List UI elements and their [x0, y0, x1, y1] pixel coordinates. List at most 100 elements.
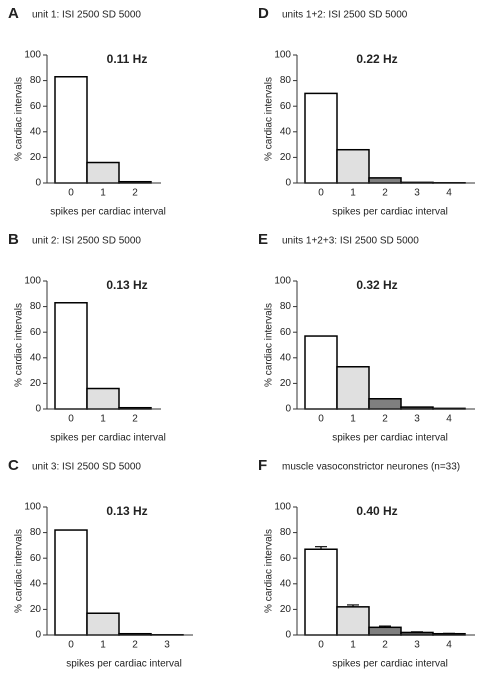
y-tick-label: 100	[274, 502, 291, 513]
bar	[368, 398, 402, 410]
y-tick-label: 0	[35, 178, 41, 189]
error-bar	[315, 546, 327, 550]
x-axis-label: spikes per cardiac interval	[50, 207, 166, 218]
x-tick-label: 1	[350, 414, 356, 425]
x-tick-label: 0	[318, 414, 324, 425]
bar	[54, 529, 88, 636]
x-tick-label: 3	[414, 640, 420, 651]
x-tick-label: 4	[446, 640, 452, 651]
y-tick-label: 80	[30, 527, 42, 538]
x-tick-label: 1	[100, 640, 106, 651]
y-tick-label: 40	[280, 578, 292, 589]
bar	[368, 626, 402, 636]
y-tick-label: 40	[30, 352, 42, 363]
annotation: 0.11 Hz	[107, 52, 148, 66]
x-tick-label: 2	[132, 640, 138, 651]
panel-title: muscle vasoconstrictor neurones (n=33)	[282, 462, 460, 473]
x-tick-label: 4	[446, 414, 452, 425]
y-tick-label: 0	[285, 404, 291, 415]
y-tick-label: 0	[35, 630, 41, 641]
y-tick-label: 100	[274, 276, 291, 287]
bar	[54, 302, 88, 410]
x-axis-label: spikes per cardiac interval	[332, 433, 448, 444]
y-axis-label: % cardiac intervals	[264, 77, 275, 161]
y-tick-label: 20	[280, 152, 292, 163]
bar	[304, 92, 338, 184]
panel-letter: B	[8, 231, 19, 248]
panel-title: units 1+2+3: ISI 2500 SD 5000	[282, 236, 419, 247]
y-tick-label: 20	[30, 604, 42, 615]
x-tick-label: 2	[382, 640, 388, 651]
panel-letter: D	[258, 5, 269, 22]
annotation: 0.13 Hz	[106, 504, 147, 518]
y-tick-label: 0	[285, 178, 291, 189]
panel-title: unit 3: ISI 2500 SD 5000	[32, 462, 141, 473]
bar	[336, 148, 370, 184]
x-tick-label: 3	[414, 414, 420, 425]
bar	[304, 335, 338, 410]
y-axis-label: % cardiac intervals	[264, 529, 275, 613]
annotation: 0.22 Hz	[356, 52, 397, 66]
x-tick-label: 4	[446, 188, 452, 199]
y-tick-label: 60	[280, 553, 292, 564]
x-tick-label: 1	[100, 414, 106, 425]
x-tick-label: 0	[318, 640, 324, 651]
panel-letter: E	[258, 231, 268, 248]
bar	[86, 612, 120, 636]
annotation: 0.40 Hz	[356, 504, 397, 518]
error-bar	[347, 604, 359, 607]
y-tick-label: 20	[280, 604, 292, 615]
y-axis-label: % cardiac intervals	[264, 303, 275, 387]
x-axis-label: spikes per cardiac interval	[332, 207, 448, 218]
y-tick-label: 20	[30, 152, 42, 163]
y-tick-label: 60	[280, 327, 292, 338]
x-tick-label: 1	[350, 640, 356, 651]
y-axis-label: % cardiac intervals	[14, 77, 25, 161]
y-tick-label: 40	[30, 578, 42, 589]
y-axis-label: % cardiac intervals	[14, 303, 25, 387]
y-tick-label: 20	[280, 378, 292, 389]
annotation: 0.32 Hz	[356, 278, 397, 292]
y-tick-label: 20	[30, 378, 42, 389]
y-tick-label: 100	[24, 502, 41, 513]
bar	[336, 606, 370, 636]
x-tick-label: 1	[350, 188, 356, 199]
x-tick-label: 0	[68, 414, 74, 425]
bar	[54, 76, 88, 184]
y-tick-label: 40	[280, 126, 292, 137]
x-axis-label: spikes per cardiac interval	[50, 433, 166, 444]
x-tick-label: 2	[382, 188, 388, 199]
bar	[86, 161, 120, 184]
x-tick-label: 0	[68, 640, 74, 651]
panel-title: unit 2: ISI 2500 SD 5000	[32, 236, 141, 247]
x-tick-label: 3	[164, 640, 170, 651]
x-tick-label: 2	[132, 188, 138, 199]
annotation: 0.13 Hz	[106, 278, 147, 292]
y-tick-label: 80	[280, 75, 292, 86]
x-tick-label: 2	[132, 414, 138, 425]
x-tick-label: 2	[382, 414, 388, 425]
x-axis-label: spikes per cardiac interval	[332, 659, 448, 670]
y-tick-label: 80	[280, 301, 292, 312]
y-tick-label: 60	[30, 101, 42, 112]
panel-letter: F	[258, 457, 267, 474]
panel-title: units 1+2: ISI 2500 SD 5000	[282, 10, 408, 21]
x-tick-label: 0	[68, 188, 74, 199]
x-axis-label: spikes per cardiac interval	[66, 659, 182, 670]
bar	[336, 366, 370, 410]
x-tick-label: 0	[318, 188, 324, 199]
y-tick-label: 0	[285, 630, 291, 641]
panel-letter: A	[8, 5, 19, 22]
y-tick-label: 100	[24, 50, 41, 61]
y-tick-label: 0	[35, 404, 41, 415]
x-tick-label: 1	[100, 188, 106, 199]
bar	[368, 177, 402, 184]
y-tick-label: 40	[30, 126, 42, 137]
y-axis-label: % cardiac intervals	[14, 529, 25, 613]
panel-letter: C	[8, 457, 19, 474]
y-tick-label: 60	[280, 101, 292, 112]
y-tick-label: 80	[30, 75, 42, 86]
y-tick-label: 40	[280, 352, 292, 363]
x-tick-label: 3	[414, 188, 420, 199]
